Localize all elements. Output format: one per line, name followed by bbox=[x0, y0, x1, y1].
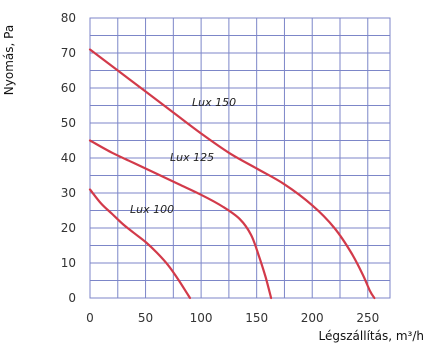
label-lux-100: Lux 100 bbox=[130, 203, 174, 216]
curve-lux-150 bbox=[88, 48, 376, 300]
y-axis-ticks: 0 10 20 30 40 50 60 70 80 bbox=[61, 11, 76, 305]
y-tick-label: 60 bbox=[61, 81, 76, 95]
curve-lux-100 bbox=[88, 188, 192, 300]
plot-frame bbox=[89, 17, 391, 299]
label-lux-125: Lux 125 bbox=[170, 151, 214, 164]
y-tick-label: 30 bbox=[61, 186, 76, 200]
label-lux-150: Lux 150 bbox=[192, 96, 236, 109]
y-tick-label: 0 bbox=[68, 291, 76, 305]
x-tick-label: 150 bbox=[245, 311, 268, 325]
y-tick-label: 70 bbox=[61, 46, 76, 60]
curve-lux-125 bbox=[88, 139, 273, 300]
x-tick-label: 250 bbox=[356, 311, 379, 325]
x-tick-label: 50 bbox=[138, 311, 153, 325]
y-tick-label: 80 bbox=[61, 11, 76, 25]
series-labels: Lux 100 Lux 125 Lux 150 bbox=[130, 96, 236, 216]
x-tick-label: 200 bbox=[301, 311, 324, 325]
y-axis-title: Nyomás, Pa bbox=[2, 25, 16, 95]
x-tick-label: 100 bbox=[190, 311, 213, 325]
grid bbox=[90, 18, 390, 298]
series-curves bbox=[88, 48, 376, 300]
y-tick-label: 20 bbox=[61, 221, 76, 235]
x-tick-label: 0 bbox=[86, 311, 94, 325]
x-axis-title: Légszállítás, m³/h bbox=[319, 329, 424, 343]
y-tick-label: 40 bbox=[61, 151, 76, 165]
y-tick-label: 10 bbox=[61, 256, 76, 270]
x-axis-ticks: 0 50 100 150 200 250 bbox=[86, 311, 379, 325]
y-tick-label: 50 bbox=[61, 116, 76, 130]
